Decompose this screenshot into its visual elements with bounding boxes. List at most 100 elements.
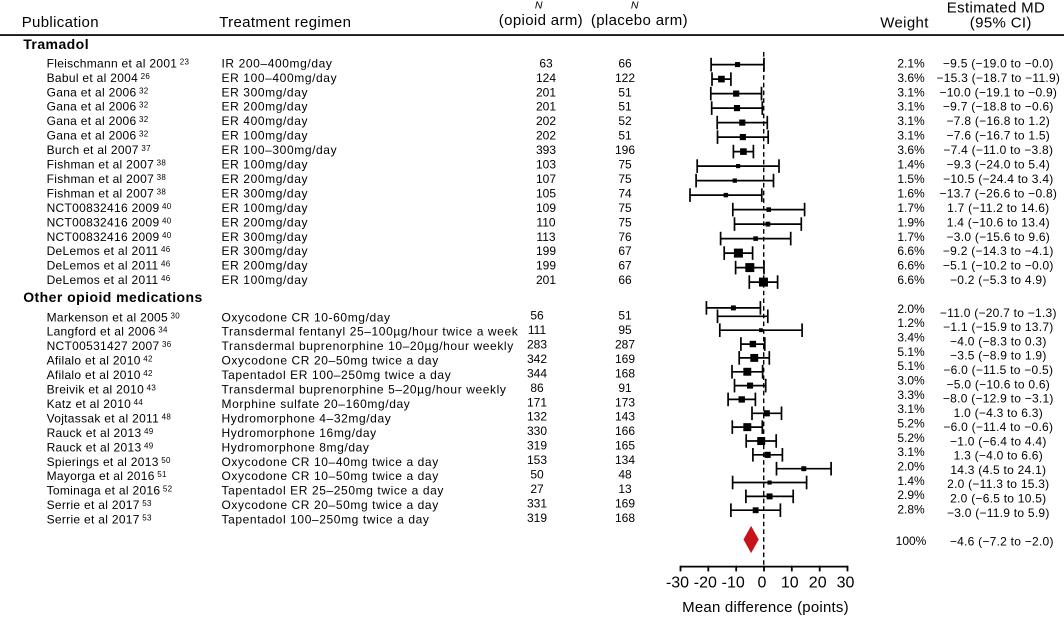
- svg-text:3.1%: 3.1%: [897, 402, 925, 416]
- svg-text:Serrie et al 2017 53: Serrie et al 2017 53: [47, 513, 152, 527]
- svg-text:105: 105: [536, 186, 556, 200]
- svg-text:Rauck et al 2013 49: Rauck et al 2013 49: [47, 426, 154, 440]
- svg-text:Fishman et al 2007 38: Fishman et al 2007 38: [47, 158, 167, 172]
- svg-text:Markenson et al 2005 30: Markenson et al 2005 30: [47, 310, 181, 324]
- svg-text:−3.5 (−8.9 to 1.9): −3.5 (−8.9 to 1.9): [950, 349, 1047, 363]
- svg-text:Katz et al 2010 44: Katz et al 2010 44: [47, 397, 144, 411]
- svg-text:95: 95: [618, 323, 632, 337]
- svg-text:165: 165: [615, 439, 635, 453]
- svg-text:-20: -20: [694, 575, 717, 592]
- svg-text:3.3%: 3.3%: [897, 388, 925, 402]
- svg-text:Oxycodone CR 10-60mg/day: Oxycodone CR 10-60mg/day: [222, 310, 391, 324]
- svg-text:1.4%: 1.4%: [897, 158, 925, 172]
- svg-text:Gana et al 2006 32: Gana et al 2006 32: [47, 85, 149, 99]
- svg-text:199: 199: [536, 259, 556, 273]
- svg-text:107: 107: [536, 172, 556, 186]
- svg-text:166: 166: [615, 424, 635, 438]
- svg-text:13: 13: [618, 482, 632, 496]
- svg-text:ER 100mg/day: ER 100mg/day: [222, 273, 309, 287]
- svg-text:5.2%: 5.2%: [897, 431, 925, 445]
- svg-text:168: 168: [615, 366, 635, 380]
- svg-text:168: 168: [615, 511, 635, 525]
- svg-text:76: 76: [618, 230, 632, 244]
- svg-text:ER 100mg/day: ER 100mg/day: [222, 129, 309, 143]
- svg-text:−1.0 (−6.4 to 4.4): −1.0 (−6.4 to 4.4): [950, 434, 1047, 448]
- svg-text:−5.1 (−10.2 to −0.0): −5.1 (−10.2 to −0.0): [943, 259, 1054, 273]
- svg-text:Tapentadol ER 100–250mg twice: Tapentadol ER 100–250mg twice a day: [222, 368, 452, 382]
- svg-text:3.1%: 3.1%: [897, 114, 925, 128]
- svg-text:−6.0 (−11.5 to −0.5): −6.0 (−11.5 to −0.5): [943, 363, 1053, 377]
- svg-text:-30: -30: [666, 575, 689, 592]
- svg-text:Mayorga et al 2016 51: Mayorga et al 2016 51: [47, 469, 167, 483]
- svg-text:2.0 (−11.3 to 15.3): 2.0 (−11.3 to 15.3): [947, 477, 1049, 491]
- svg-text:Transdermal buprenorphine 10–2: Transdermal buprenorphine 10–20µg/hour w…: [222, 339, 514, 353]
- svg-text:−9.5 (−19.0 to −0.0): −9.5 (−19.0 to −0.0): [943, 56, 1054, 70]
- svg-text:393: 393: [536, 143, 556, 157]
- svg-text:Tapentadol 100–250mg twice a d: Tapentadol 100–250mg twice a day: [222, 513, 430, 527]
- svg-text:75: 75: [618, 172, 632, 186]
- svg-text:1.0 (−4.3 to 6.3): 1.0 (−4.3 to 6.3): [954, 406, 1043, 420]
- svg-text:20: 20: [809, 575, 827, 592]
- svg-text:−7.8 (−16.8 to 1.2): −7.8 (−16.8 to 1.2): [947, 114, 1051, 128]
- svg-text:N: N: [535, 0, 543, 12]
- svg-text:75: 75: [618, 215, 632, 229]
- svg-text:−0.2 (−5.3 to 4.9): −0.2 (−5.3 to 4.9): [950, 273, 1047, 287]
- svg-text:(95% CI): (95% CI): [970, 14, 1032, 31]
- svg-text:51: 51: [618, 85, 632, 99]
- svg-text:51: 51: [618, 100, 632, 114]
- svg-text:ER 300mg/day: ER 300mg/day: [222, 85, 309, 99]
- svg-text:−10.0 (−19.1 to −0.9): −10.0 (−19.1 to −0.9): [939, 85, 1057, 99]
- svg-text:−6.0 (−11.4 to −0.6): −6.0 (−11.4 to −0.6): [943, 420, 1053, 434]
- svg-text:Morphine sulfate 20–160mg/day: Morphine sulfate 20–160mg/day: [222, 397, 411, 411]
- svg-text:DeLemos et al 2011 46: DeLemos et al 2011 46: [47, 259, 171, 273]
- svg-text:5.1%: 5.1%: [897, 359, 925, 373]
- svg-text:DeLemos et al 2011 46: DeLemos et al 2011 46: [47, 244, 171, 258]
- svg-text:−15.3 (−18.7 to −11.9): −15.3 (−18.7 to −11.9): [936, 71, 1060, 85]
- svg-text:3.0%: 3.0%: [897, 374, 925, 388]
- svg-text:109: 109: [536, 201, 556, 215]
- svg-text:1.5%: 1.5%: [897, 172, 925, 186]
- svg-text:67: 67: [618, 259, 632, 273]
- svg-text:1.7%: 1.7%: [897, 230, 925, 244]
- svg-text:Afilalo et al 2010 42: Afilalo et al 2010 42: [47, 354, 153, 368]
- svg-text:Other opioid medications: Other opioid medications: [23, 289, 203, 305]
- svg-text:Treatment regimen: Treatment regimen: [219, 14, 351, 31]
- svg-text:−9.2 (−14.3 to −4.1): −9.2 (−14.3 to −4.1): [943, 244, 1054, 258]
- svg-text:ER 100–300mg/day: ER 100–300mg/day: [222, 143, 338, 157]
- svg-text:66: 66: [618, 56, 632, 70]
- svg-text:Spierings et al 2013 50: Spierings et al 2013 50: [47, 455, 171, 469]
- svg-text:74: 74: [618, 186, 632, 200]
- svg-text:199: 199: [536, 244, 556, 258]
- svg-text:30: 30: [837, 575, 855, 592]
- svg-text:2.9%: 2.9%: [897, 488, 925, 502]
- svg-text:ER 100mg/day: ER 100mg/day: [222, 158, 309, 172]
- svg-text:ER 100mg/day: ER 100mg/day: [222, 201, 309, 215]
- svg-text:319: 319: [527, 511, 547, 525]
- svg-text:110: 110: [536, 215, 555, 229]
- svg-text:91: 91: [618, 381, 632, 395]
- svg-text:ER 200mg/day: ER 200mg/day: [222, 215, 309, 229]
- svg-text:287: 287: [615, 338, 635, 352]
- svg-text:201: 201: [536, 85, 556, 99]
- svg-text:2.0%: 2.0%: [897, 302, 925, 316]
- svg-text:201: 201: [536, 273, 556, 287]
- svg-text:1.6%: 1.6%: [897, 186, 925, 200]
- svg-text:10: 10: [781, 575, 799, 592]
- svg-text:−3.0 (−15.6 to 9.6): −3.0 (−15.6 to 9.6): [947, 230, 1051, 244]
- svg-text:Oxycodone CR 10–40mg twice a d: Oxycodone CR 10–40mg twice a day: [222, 455, 439, 469]
- svg-text:3.1%: 3.1%: [897, 100, 925, 114]
- svg-text:−8.0 (−12.9 to −3.1): −8.0 (−12.9 to −3.1): [943, 392, 1054, 406]
- svg-text:ER 100–400mg/day: ER 100–400mg/day: [222, 71, 338, 85]
- svg-text:173: 173: [615, 395, 635, 409]
- svg-text:NCT00832416 2009 40: NCT00832416 2009 40: [47, 215, 172, 229]
- svg-text:2.8%: 2.8%: [897, 503, 925, 517]
- svg-text:−7.4 (−11.0 to −3.8): −7.4 (−11.0 to −3.8): [943, 143, 1053, 157]
- svg-text:202: 202: [536, 129, 556, 143]
- svg-text:1.3 (−4.0 to 6.6): 1.3 (−4.0 to 6.6): [954, 449, 1043, 463]
- svg-text:6.6%: 6.6%: [897, 259, 925, 273]
- svg-text:75: 75: [618, 158, 632, 172]
- svg-text:Hydromorphone 16mg/day: Hydromorphone 16mg/day: [222, 426, 377, 440]
- svg-text:1.2%: 1.2%: [897, 316, 925, 330]
- svg-text:48: 48: [618, 468, 632, 482]
- svg-text:ER 300mg/day: ER 300mg/day: [222, 244, 309, 258]
